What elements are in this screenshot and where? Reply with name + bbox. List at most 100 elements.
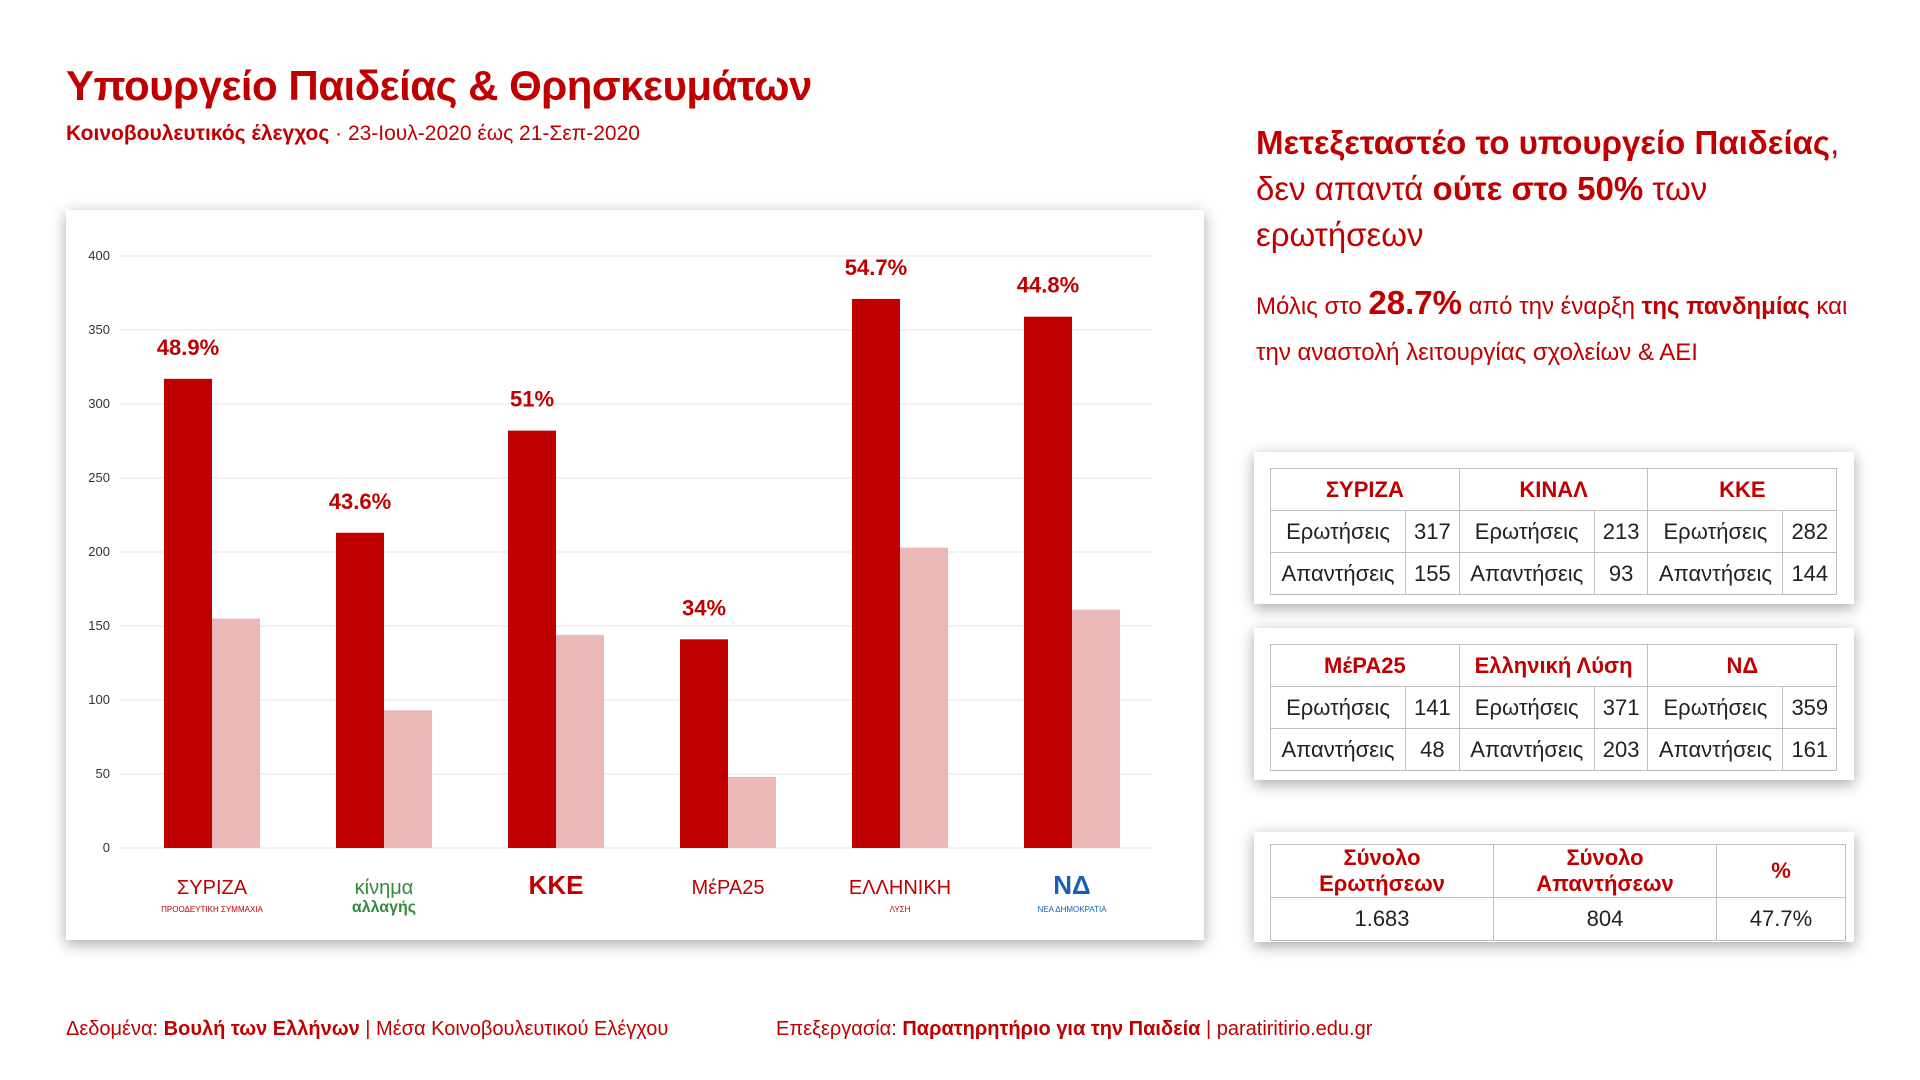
bar-answers xyxy=(900,547,948,848)
totals-header: Σύνολο Ερωτήσεων xyxy=(1270,844,1494,898)
footer-right-part1: Επεξεργασία: xyxy=(776,1018,903,1040)
subheadline-part3: από την έναρξη xyxy=(1462,293,1642,320)
bar-questions xyxy=(508,430,556,848)
table-row: 1.683 804 47.7% xyxy=(1270,897,1846,941)
cell-value: 282 xyxy=(1782,510,1838,553)
y-tick-label: 50 xyxy=(96,766,110,781)
bar-questions xyxy=(164,378,212,848)
bar-answers xyxy=(212,618,260,848)
page-title: Υπουργείο Παιδείας & Θρησκευμάτων xyxy=(66,62,812,109)
y-tick-label: 0 xyxy=(103,840,110,855)
totals-value: 1.683 xyxy=(1270,897,1494,941)
row-label: Απαντήσεις xyxy=(1270,728,1406,771)
footer-left-part2: Βουλή των Ελλήνων xyxy=(163,1018,360,1040)
party-logo-text: ΜέΡΑ25 xyxy=(691,877,764,899)
bar-answers xyxy=(556,634,604,848)
subheadline-part1: Μόλις στο xyxy=(1256,293,1369,320)
data-label: 54.7% xyxy=(845,255,907,280)
party-logo-subtext: ΝΕΑ ΔΗΜΟΚΡΑΤΙΑ xyxy=(1037,905,1107,914)
cell-value: 359 xyxy=(1782,686,1838,729)
totals-table-card: Σύνολο Ερωτήσεων Σύνολο Απαντήσεων % 1.6… xyxy=(1254,832,1854,942)
cell-value: 155 xyxy=(1405,552,1460,595)
y-tick-label: 400 xyxy=(88,248,110,263)
party-table-card-middle: ΜέΡΑ25 Ελληνική Λύση ΝΔ Ερωτήσεις 141 Ερω… xyxy=(1254,628,1854,780)
sub-headline: Μόλις στο 28.7% από την έναρξη της πανδη… xyxy=(1256,280,1876,376)
bar-answers xyxy=(728,776,776,848)
subtitle-bold: Κοινοβουλευτικός έλεγχος xyxy=(66,122,330,145)
headline-part4: των ερωτήσεων xyxy=(1256,170,1708,253)
totals-header: Σύνολο Απαντήσεων xyxy=(1493,844,1717,898)
data-label: 34% xyxy=(682,595,726,620)
party-logo-text: κίνημα xyxy=(355,877,414,899)
totals-header: % xyxy=(1716,844,1846,898)
row-label: Ερωτήσεις xyxy=(1270,686,1406,729)
y-tick-label: 250 xyxy=(88,470,110,485)
y-tick-label: 200 xyxy=(88,544,110,559)
y-tick-label: 100 xyxy=(88,692,110,707)
subheadline-part4: της πανδημίας xyxy=(1641,293,1810,320)
party-logo-subtext: ΛΥΣΗ xyxy=(890,905,911,914)
table-row: Απαντήσεις 155 Απαντήσεις 93 Απαντήσεις 144 xyxy=(1270,552,1838,595)
headline-part2: , δεν απαντά xyxy=(1256,124,1840,207)
row-label: Ερωτήσεις xyxy=(1458,686,1595,729)
subtitle-rest: · 23-Ιουλ-2020 έως 21-Σεπ-2020 xyxy=(329,122,640,145)
footer-left-part1: Δεδομένα: xyxy=(66,1018,164,1040)
party-table-middle: ΜέΡΑ25 Ελληνική Λύση ΝΔ Ερωτήσεις 141 Ερω… xyxy=(1270,644,1838,771)
cell-value: 141 xyxy=(1405,686,1460,729)
row-label: Απαντήσεις xyxy=(1270,552,1406,595)
table-header-row: Σύνολο Ερωτήσεων Σύνολο Απαντήσεων % xyxy=(1270,844,1846,898)
cell-value: 161 xyxy=(1782,728,1838,771)
headline-part1: Μετεξεταστέο το υπουργείο Παιδείας xyxy=(1256,124,1831,161)
party-header: Ελληνική Λύση xyxy=(1458,644,1649,687)
headline: Μετεξεταστέο το υπουργείο Παιδείας, δεν … xyxy=(1256,120,1856,258)
subheadline-part5: και την αναστολή λειτουργίας σχολείων & … xyxy=(1256,293,1848,366)
bar-answers xyxy=(1072,609,1120,848)
bar-questions xyxy=(336,532,384,848)
data-label: 51% xyxy=(510,387,554,412)
page-subtitle: Κοινοβουλευτικός έλεγχος · 23-Ιουλ-2020 … xyxy=(66,122,640,146)
row-label: Απαντήσεις xyxy=(1458,552,1595,595)
y-tick-label: 300 xyxy=(88,396,110,411)
table-header-row: ΜέΡΑ25 Ελληνική Λύση ΝΔ xyxy=(1270,644,1838,687)
party-table-card-top: ΣΥΡΙΖΑ ΚΙΝΑΛ ΚΚΕ Ερωτήσεις 317 Ερωτήσεις 2… xyxy=(1254,452,1854,604)
y-tick-label: 350 xyxy=(88,322,110,337)
footer-right-part2: Παρατηρητήριο για την Παιδεία xyxy=(902,1018,1201,1040)
cell-value: 144 xyxy=(1782,552,1838,595)
table-header-row: ΣΥΡΙΖΑ ΚΙΝΑΛ ΚΚΕ xyxy=(1270,468,1838,511)
cell-value: 371 xyxy=(1593,686,1649,729)
footer-left-part3: | Μέσα Κοινοβουλευτικού Ελέγχου xyxy=(359,1018,669,1040)
chart-card: 0 50 100 150 200 250 300 350 400 48.9% ΣΥΡΙΖΑ ΠΡΟΟΔ… xyxy=(66,210,1204,940)
party-logo-text: ΚΚΕ xyxy=(529,870,584,900)
row-label: Ερωτήσεις xyxy=(1270,510,1406,553)
table-row: Ερωτήσεις 317 Ερωτήσεις 213 Ερωτήσεις 282 xyxy=(1270,510,1838,553)
table-row: Απαντήσεις 48 Απαντήσεις 203 Απαντήσεις 161 xyxy=(1270,728,1838,771)
footer-right-part3: | paratiritirio.edu.gr xyxy=(1200,1018,1373,1040)
totals-value: 47.7% xyxy=(1716,897,1846,941)
party-logo-text: ΕΛΛΗΝΙΚΗ xyxy=(849,877,951,899)
headline-part3: ούτε στο 50% xyxy=(1432,170,1644,207)
y-tick-label: 150 xyxy=(88,618,110,633)
table-row: Ερωτήσεις 141 Ερωτήσεις 371 Ερωτήσεις 359 xyxy=(1270,686,1838,729)
totals-table: Σύνολο Ερωτήσεων Σύνολο Απαντήσεων % 1.6… xyxy=(1270,844,1846,941)
cell-value: 203 xyxy=(1593,728,1649,771)
party-header: ΜέΡΑ25 xyxy=(1270,644,1460,687)
cell-value: 93 xyxy=(1593,552,1649,595)
row-label: Απαντήσεις xyxy=(1458,728,1595,771)
row-label: Ερωτήσεις xyxy=(1647,510,1784,553)
footer-source: Δεδομένα: Βουλή των Ελλήνων | Μέσα Κοινο… xyxy=(66,1018,668,1041)
party-logo-text: ΝΔ xyxy=(1053,870,1090,900)
bar-questions xyxy=(852,298,900,848)
party-header: ΝΔ xyxy=(1647,644,1838,687)
party-header: ΚΙΝΑΛ xyxy=(1458,468,1649,511)
data-label: 44.8% xyxy=(1017,273,1079,298)
cell-value: 213 xyxy=(1593,510,1649,553)
row-label: Ερωτήσεις xyxy=(1647,686,1784,729)
row-label: Ερωτήσεις xyxy=(1458,510,1595,553)
bar-chart: 0 50 100 150 200 250 300 350 400 48.9% ΣΥΡΙΖΑ ΠΡΟΟΔ… xyxy=(88,248,1152,916)
party-header: ΣΥΡΙΖΑ xyxy=(1270,468,1460,511)
totals-value: 804 xyxy=(1493,897,1717,941)
party-logo-subtext: ΠΡΟΟΔΕΥΤΙΚΗ ΣΥΜΜΑΧΙΑ xyxy=(161,905,263,914)
data-label: 48.9% xyxy=(157,335,219,360)
party-table-top: ΣΥΡΙΖΑ ΚΙΝΑΛ ΚΚΕ Ερωτήσεις 317 Ερωτήσεις 2… xyxy=(1270,468,1838,595)
bar-questions xyxy=(680,639,728,848)
